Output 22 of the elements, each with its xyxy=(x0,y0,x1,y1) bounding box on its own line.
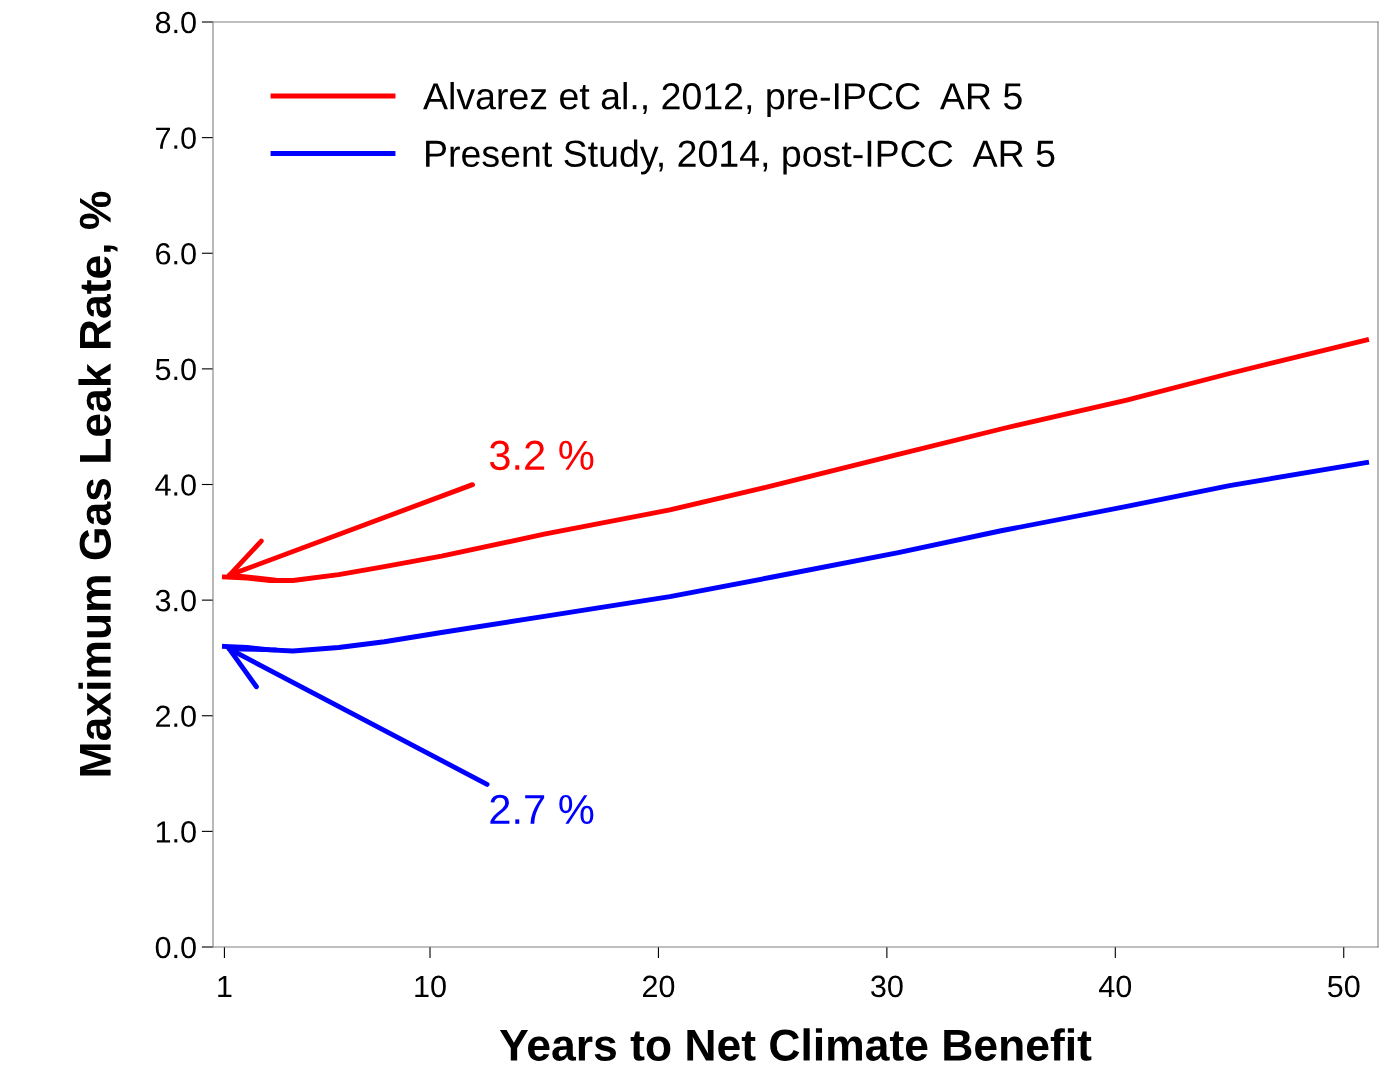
annotation: 2.7 % xyxy=(490,794,594,825)
y-axis-title: Maximum Gas Leak Rate, % xyxy=(78,191,118,776)
legend-label: Alvarez et al., 2012, pre-IPCC AR 5 xyxy=(423,82,1022,117)
y-tick-label: 3.0 xyxy=(155,589,196,612)
y-tick-label: 8.0 xyxy=(155,11,196,34)
x-tick-label: 1 xyxy=(218,975,232,997)
x-tick-label: 20 xyxy=(642,975,675,998)
x-tick-label: 40 xyxy=(1099,975,1132,998)
y-tick-label: 1.0 xyxy=(156,821,196,843)
x-axis-title: Years to Net Climate Benefit xyxy=(499,1028,1092,1061)
y-tick-label: 0.0 xyxy=(155,936,196,959)
line-series xyxy=(221,337,1370,583)
y-tick-label: 4.0 xyxy=(155,474,196,496)
annotation: 3.2 % xyxy=(489,440,594,471)
y-tick-label: 2.0 xyxy=(156,705,196,728)
y-tick-label: 7.0 xyxy=(156,127,196,149)
y-tick-label: 6.0 xyxy=(156,242,196,265)
y-tick-label: 5.0 xyxy=(155,358,196,381)
legend-label: Present Study, 2014, post-IPCC AR 5 xyxy=(426,139,1055,175)
x-tick-label: 10 xyxy=(415,975,446,998)
x-tick-label: 50 xyxy=(1327,975,1360,998)
x-tick-label: 30 xyxy=(871,975,903,998)
